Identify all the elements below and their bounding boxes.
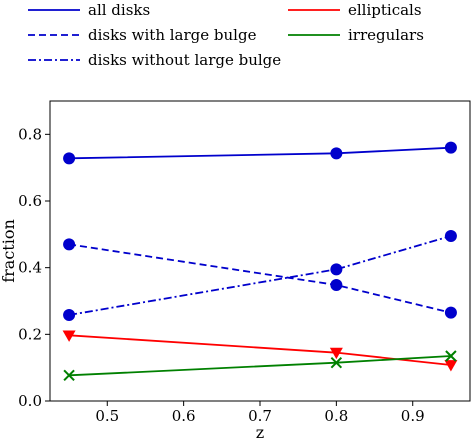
data-point-stroke <box>63 369 75 382</box>
data-point <box>330 279 343 291</box>
data-point <box>63 152 76 165</box>
data-point <box>444 230 457 242</box>
series-line <box>69 146 451 160</box>
series-line <box>68 243 452 314</box>
data-point <box>63 369 75 382</box>
data-point <box>62 330 76 342</box>
series-ellipticals <box>62 330 458 372</box>
legend-label: irregulars <box>348 26 424 44</box>
series-irregulars <box>63 350 457 382</box>
data-point <box>63 309 76 321</box>
data-point <box>63 238 76 251</box>
y-tick-label: 0.2 <box>18 325 42 343</box>
y-tick-label: 0.4 <box>18 259 42 277</box>
y-tick-label: 0.0 <box>18 392 42 410</box>
series-disks-without-large-bulge <box>63 230 457 321</box>
y-axis-label: fraction <box>0 219 18 283</box>
series-line <box>68 235 452 316</box>
series-group <box>62 141 458 382</box>
legend-label: all disks <box>88 1 150 19</box>
axis-ticks: 0.5 0.6 0.7 0.8 0.9 0.0 0.2 0.4 0.6 0.8 <box>18 125 425 425</box>
series-line <box>69 334 452 366</box>
series-line <box>69 355 451 377</box>
data-point <box>445 350 457 362</box>
data-point-stroke <box>445 350 457 362</box>
legend-label: disks with large bulge <box>88 26 257 44</box>
legend: all disks disks with large bulge disks wit… <box>28 1 424 69</box>
data-point <box>444 360 458 372</box>
data-point <box>330 356 343 369</box>
legend-label: ellipticals <box>348 1 422 19</box>
data-point <box>330 147 343 160</box>
data-point <box>330 263 343 276</box>
series-all-disks <box>63 141 457 165</box>
data-point <box>329 347 343 360</box>
legend-entry: irregulars <box>288 26 424 44</box>
x-tick-label: 0.6 <box>172 407 196 425</box>
x-tick-label: 0.8 <box>324 407 348 425</box>
legend-entry: all disks <box>28 1 150 19</box>
legend-label: disks without large bulge <box>88 51 281 69</box>
x-tick-label: 0.5 <box>95 407 119 425</box>
x-tick-label: 0.7 <box>248 407 272 425</box>
data-point <box>444 141 457 154</box>
x-tick-label: 0.9 <box>401 407 425 425</box>
legend-entry: disks with large bulge <box>28 26 257 44</box>
series-disks-with-large-bulge <box>63 238 457 319</box>
data-point <box>444 306 457 319</box>
legend-entry: disks without large bulge <box>28 51 281 69</box>
x-axis-label: z <box>256 423 264 441</box>
data-point-stroke <box>330 356 343 369</box>
y-tick-label: 0.8 <box>18 125 42 143</box>
legend-entry: ellipticals <box>288 1 422 19</box>
y-tick-label: 0.6 <box>18 192 42 210</box>
